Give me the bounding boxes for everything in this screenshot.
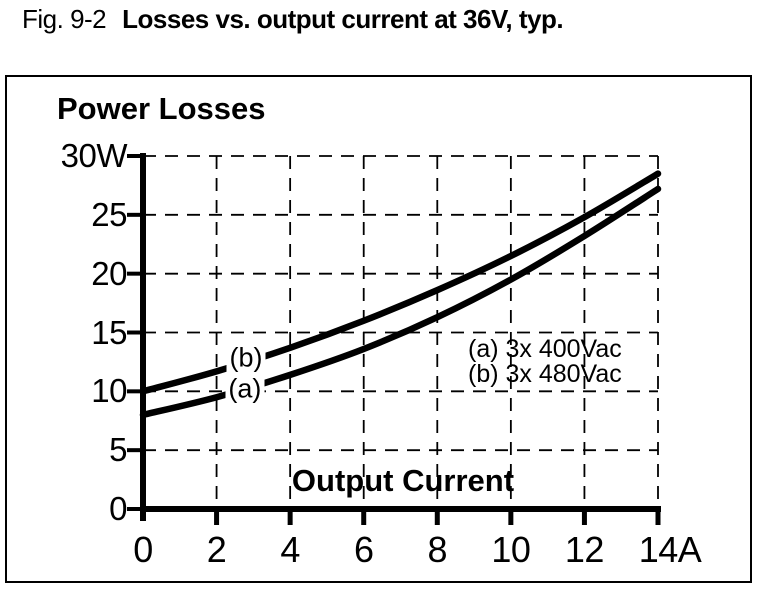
x-tick-label: 8 [427, 529, 448, 570]
figure-title-text: Losses vs. output current at 36V, typ. [122, 4, 564, 34]
x-axis-title: Output Current [291, 463, 515, 498]
curve-label-b: (b) [226, 343, 266, 373]
curve-label-a: (a) [225, 374, 265, 404]
y-tick-label: 15 [91, 313, 127, 351]
x-tick-label: 0 [133, 529, 153, 570]
x-tick-label: 2 [206, 529, 227, 570]
plot-area: Power Losses (a) 3x 400Vac (b) 3x 480Vac… [7, 77, 750, 581]
y-tick-label: 25 [91, 195, 127, 233]
y-tick-label: 5 [109, 431, 127, 469]
x-tick-label: 6 [353, 529, 374, 570]
x-tick-label: 12 [564, 529, 605, 570]
legend-item-a: (a) 3x 400Vac [468, 335, 622, 363]
y-tick-label: 20 [91, 254, 127, 292]
y-axis-title: Power Losses [57, 91, 266, 126]
figure-caption: Fig. 9-2 Losses vs. output current at 36V… [22, 4, 564, 35]
x-tick-label: 10 [491, 529, 531, 570]
y-tick-label: 0 [109, 490, 127, 527]
y-tick-label: 10 [91, 372, 127, 410]
legend-item-b: (b) 3x 480Vac [468, 360, 622, 388]
y-tick-label: 30W [60, 137, 128, 174]
legend: (a) 3x 400Vac (b) 3x 480Vac [468, 337, 622, 387]
chart-frame: Power Losses (a) 3x 400Vac (b) 3x 480Vac… [5, 75, 752, 583]
x-tick-label: 14A [638, 529, 702, 570]
x-tick-label: 4 [280, 529, 300, 570]
figure-number: Fig. 9-2 [22, 4, 107, 34]
